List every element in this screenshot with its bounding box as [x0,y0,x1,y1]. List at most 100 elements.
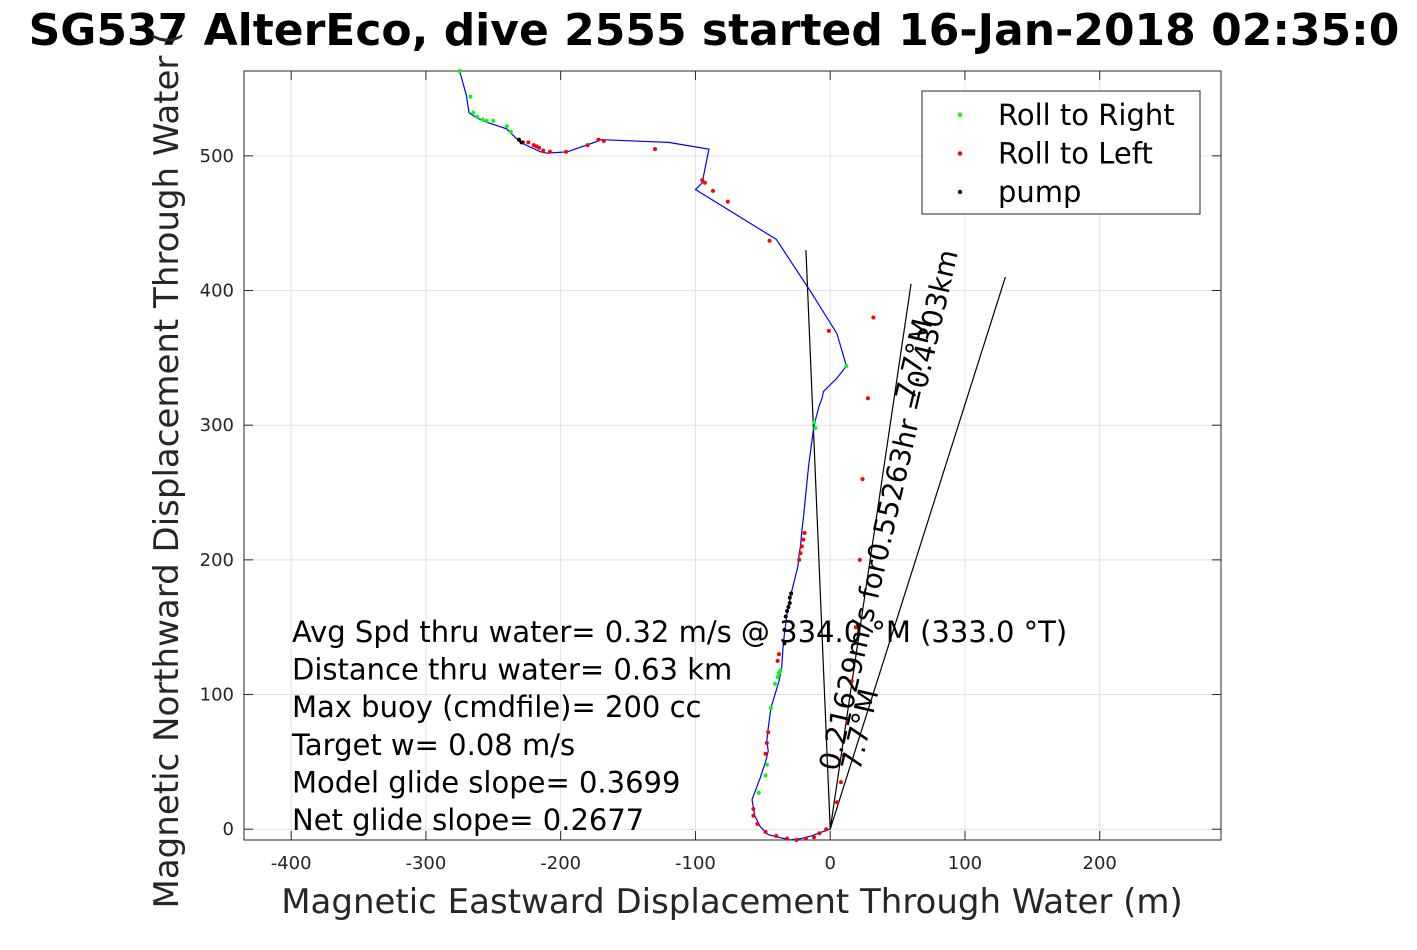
roll-left-point [596,137,601,142]
roll-left-point [531,143,536,148]
legend-label: Roll to Right [998,98,1175,132]
roll-left-point [834,800,839,805]
roll-left-point [725,199,730,204]
axes: -400 -300 -200 -100 0 100 200 0 100 200 300 400 500 [200,70,1222,874]
x-tick-label: -100 [675,853,716,874]
roll-left-point [766,730,771,735]
roll-right-point [812,420,817,425]
roll-left-point [564,149,569,154]
pump-point [785,609,790,614]
roll-left-point [767,238,772,243]
roll-left-point [824,827,829,832]
dive-track-line [459,70,848,841]
roll-left-point [700,178,705,183]
roll-left-point [763,751,768,756]
x-tick-label: 100 [948,853,982,874]
y-tick-label: 400 [200,281,234,302]
y-tick-label: 200 [200,550,234,571]
roll-left-point [755,821,760,826]
roll-left-point [797,557,802,562]
roll-left-point [702,180,707,185]
roll-right-point [480,117,485,122]
roll-right-point [772,681,777,686]
roll-right-point [475,114,480,119]
y-tick-label: 300 [200,415,234,436]
roll-right-point [508,129,513,134]
x-tick-label: -400 [271,853,312,874]
roll-right-point [484,118,489,123]
roll-left-point [541,148,546,153]
roll-left-point [857,557,862,562]
roll-left-point [817,831,822,836]
roll-left-point [803,836,808,841]
roll-right-point [491,118,496,123]
roll-left-point [838,780,843,785]
pump-point [782,641,787,646]
x-tick-label: 0 [824,853,835,874]
roll-left-point [547,149,552,154]
pump-point [783,614,788,619]
roll-left-point [710,188,715,193]
legend-marker [957,189,963,195]
roll-left-point [841,753,846,758]
roll-right-point [471,110,476,115]
annotation-line: Avg Spd thru water= 0.32 m/s @ 334.0 °M … [292,615,1067,649]
roll-left-point [860,477,865,482]
roll-right-point [768,706,773,711]
y-tick-label: 100 [200,685,234,706]
legend: Roll to Right Roll to Left pump [921,90,1201,215]
roll-right-point [813,425,818,430]
roll-left-point [763,829,768,834]
x-tick-label: 200 [1083,853,1117,874]
roll-left-point [801,537,806,542]
roll-left-point [826,328,831,333]
roll-right-point [504,124,509,129]
x-axis-label: Magnetic Eastward Displacement Through W… [281,882,1183,922]
roll-right-point [468,94,473,99]
roll-left-point [601,139,606,144]
roll-left-point [853,625,858,630]
pump-point [787,600,792,605]
y-tick-label: 500 [200,146,234,167]
legend-label: pump [998,175,1081,209]
annotation-line: Distance thru water= 0.63 km [292,653,732,687]
heading-line-b [829,283,912,830]
pump-point [787,595,792,600]
roll-left-point [774,833,779,838]
x-tick-label: -200 [540,853,581,874]
roll-left-point [764,741,769,746]
pump-point [516,137,521,142]
roll-right-point [756,790,761,795]
chart-title: SG537 AlterEco, dive 2555 started 16-Jan… [29,5,1400,56]
roll-left-point [802,530,807,535]
roll-left-point [871,315,876,320]
pump-point [786,605,791,610]
plot-frame [243,70,1222,841]
roll-left-point [751,807,756,812]
annotation-line: Target w= 0.08 m/s [291,728,575,762]
legend-box [921,90,1201,215]
roll-left-point [849,679,854,684]
annotation-line: Model glide slope= 0.3699 [292,765,680,799]
pump-point [782,627,787,632]
roll-right-point [775,675,780,680]
x-tick-label: -300 [405,853,446,874]
pump-point [789,591,794,596]
roll-left-point [845,719,850,724]
annotation-line: Max buoy (cmdfile)= 200 cc [292,690,701,724]
roll-left-point [865,396,870,401]
roll-right-point [763,773,768,778]
roll-left-point [526,140,531,145]
roll-right-point [764,762,769,767]
current-line [805,250,831,830]
roll-left-point [785,836,790,841]
roll-right-point [778,668,783,673]
roll-left-point [775,658,780,663]
roll-left-point [653,147,658,152]
roll-left-point [794,838,799,842]
pump-point [519,140,524,145]
roll-left-point [751,813,756,818]
plot-data [457,69,1006,842]
